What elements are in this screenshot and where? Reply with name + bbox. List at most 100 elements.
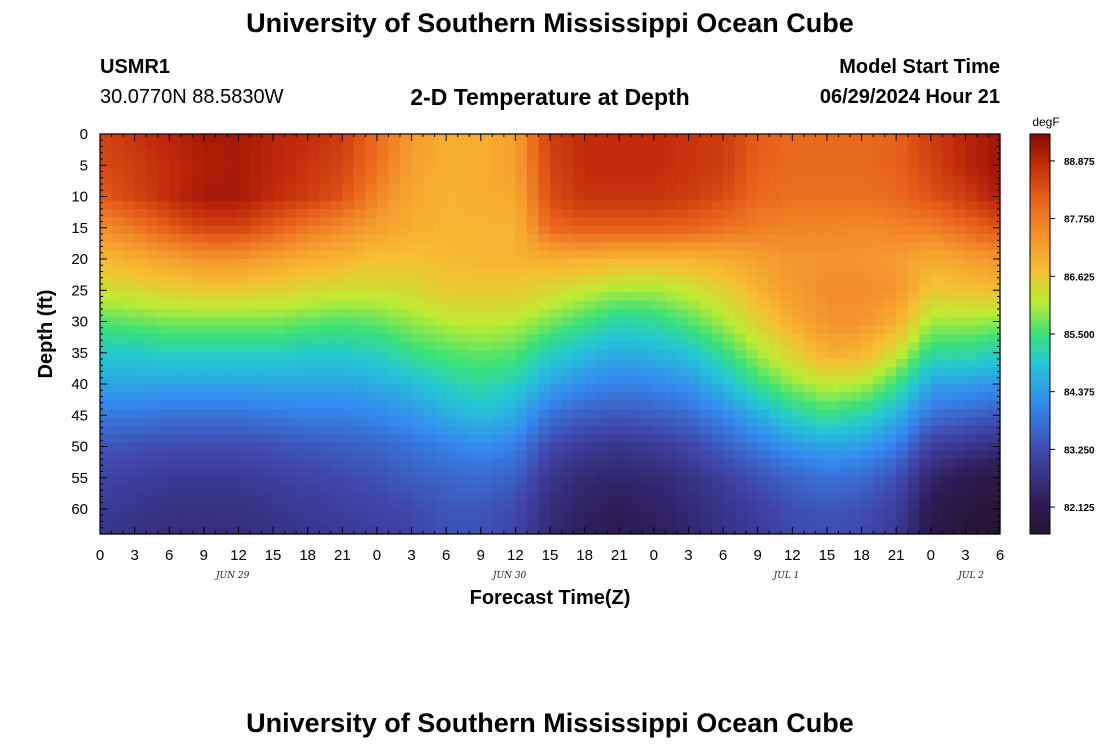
heatmap-cell	[515, 134, 528, 143]
heatmap-cell	[123, 225, 136, 235]
heatmap-cell	[873, 484, 886, 493]
heatmap-cell	[769, 192, 782, 202]
heatmap-cell	[723, 459, 736, 468]
heatmap-cell	[607, 184, 620, 193]
heatmap-cell	[642, 425, 655, 435]
heatmap-cell	[780, 309, 793, 318]
heatmap-cell	[146, 142, 159, 152]
heatmap-cell	[492, 375, 505, 385]
heatmap-cell	[261, 184, 274, 193]
heatmap-cell	[284, 359, 297, 368]
heatmap-cell	[953, 192, 966, 202]
heatmap-cell	[711, 200, 724, 210]
heatmap-cell	[250, 442, 263, 452]
heatmap-cell	[607, 284, 620, 293]
heatmap-cell	[907, 467, 920, 477]
heatmap-cell	[526, 317, 540, 327]
heatmap-cell	[457, 425, 470, 435]
heatmap-cell	[930, 142, 943, 152]
heatmap-cell	[400, 234, 413, 243]
heatmap-cell	[780, 525, 793, 535]
heatmap-cell	[757, 200, 770, 210]
heatmap-cell	[111, 275, 124, 285]
model-start-label: Model Start Time	[839, 56, 1000, 78]
heatmap-cell	[538, 242, 551, 252]
heatmap-cell	[400, 300, 413, 310]
heatmap-cell	[157, 475, 170, 485]
heatmap-cell	[919, 284, 932, 293]
heatmap-cell	[734, 434, 747, 443]
heatmap-cell	[296, 217, 309, 227]
heatmap-cell	[411, 267, 424, 277]
heatmap-cell	[134, 275, 147, 285]
heatmap-cell	[457, 134, 470, 143]
heatmap-cell	[711, 234, 724, 243]
heatmap-cell	[861, 467, 874, 477]
heatmap-cell	[388, 492, 401, 502]
heatmap-cell	[411, 225, 424, 235]
heatmap-cell	[157, 292, 170, 302]
heatmap-cell	[965, 284, 978, 293]
heatmap-cell	[342, 500, 355, 510]
heatmap-cell	[550, 275, 563, 285]
heatmap-cell	[976, 275, 990, 285]
heatmap-cell	[492, 134, 505, 143]
heatmap-cell	[826, 367, 840, 377]
heatmap-cell	[653, 517, 666, 527]
heatmap-cell	[942, 267, 955, 277]
heatmap-cell	[665, 492, 678, 502]
heatmap-cell	[734, 367, 747, 377]
heatmap-cell	[146, 467, 159, 477]
heatmap-cell	[953, 500, 966, 510]
heatmap-cell	[134, 392, 147, 402]
heatmap-cell	[861, 367, 874, 377]
heatmap-cell	[319, 267, 332, 277]
heatmap-cell	[296, 300, 309, 310]
heatmap-cell	[976, 259, 990, 268]
heatmap-cell	[365, 350, 378, 360]
heatmap-cell	[146, 350, 159, 360]
heatmap-cell	[469, 159, 482, 168]
heatmap-cell	[423, 509, 436, 518]
heatmap-cell	[469, 184, 482, 193]
heatmap-cell	[157, 425, 170, 435]
heatmap-cell	[157, 184, 170, 193]
heatmap-cell	[965, 517, 978, 527]
heatmap-cell	[503, 267, 516, 277]
heatmap-cell	[596, 350, 609, 360]
heatmap-cell	[573, 217, 586, 227]
heatmap-cell	[423, 450, 436, 460]
heatmap-cell	[734, 300, 747, 310]
heatmap-cell	[700, 259, 713, 268]
heatmap-cell	[388, 525, 401, 535]
heatmap-cell	[376, 459, 390, 468]
heatmap-cell	[100, 384, 113, 393]
heatmap-cell	[630, 267, 643, 277]
heatmap-cell	[284, 350, 297, 360]
x-tick-label: 18	[853, 547, 870, 564]
heatmap-cell	[838, 342, 851, 352]
heatmap-cell	[953, 225, 966, 235]
heatmap-cell	[203, 450, 216, 460]
heatmap-cell	[342, 450, 355, 460]
heatmap-cell	[261, 234, 274, 243]
heatmap-cell	[353, 275, 366, 285]
heatmap-cell	[238, 417, 251, 427]
heatmap-cell	[723, 267, 736, 277]
heatmap-cell	[561, 400, 574, 410]
heatmap-cell	[746, 167, 759, 177]
heatmap-cell	[261, 267, 274, 277]
heatmap-cell	[503, 275, 516, 285]
heatmap-cell	[480, 267, 493, 277]
heatmap-cell	[711, 509, 724, 518]
heatmap-cell	[469, 275, 482, 285]
heatmap-cell	[388, 409, 401, 418]
heatmap-cell	[988, 525, 1001, 535]
colorbar-tick-label: 82.125	[1064, 503, 1095, 514]
heatmap-cell	[873, 392, 886, 402]
heatmap-cell	[930, 317, 943, 327]
heatmap-cell	[907, 492, 920, 502]
heatmap-cell	[815, 242, 828, 252]
heatmap-cell	[642, 450, 655, 460]
heatmap-cell	[157, 417, 170, 427]
